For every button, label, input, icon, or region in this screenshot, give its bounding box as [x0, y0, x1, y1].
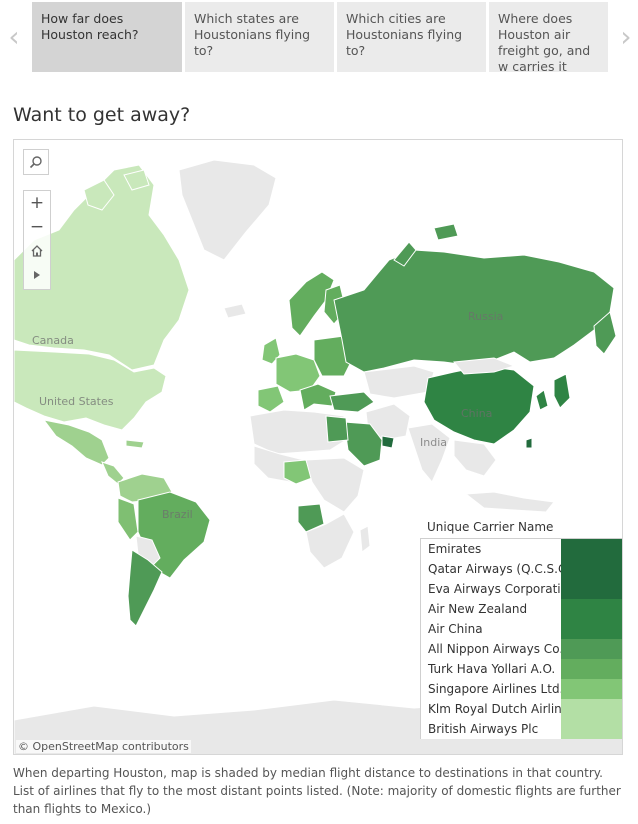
mexico [42, 419, 110, 466]
legend-row[interactable]: Turk Hava Yollari A.O. [421, 659, 622, 679]
legend-carrier-name: Singapore Airlines Ltd. [428, 682, 562, 696]
central-east-africa [305, 457, 365, 513]
canada [14, 164, 190, 371]
legend-carrier-name: All Nippon Airways Co. [428, 642, 562, 656]
egypt [325, 415, 349, 443]
legend-row[interactable]: Singapore Airlines Ltd. [421, 679, 622, 699]
legend-carrier-name: Qatar Airways (Q.C.S.C) [428, 562, 562, 576]
expand-toolbar-button[interactable] [24, 263, 50, 287]
map-search-button[interactable] [23, 149, 49, 175]
saudi-arabia [343, 421, 383, 467]
home-button[interactable] [24, 239, 50, 263]
search-icon [29, 156, 42, 169]
play-icon [34, 271, 40, 279]
legend-table: Emirates Qatar Airways (Q.C.S.C) Eva Airwa… [420, 538, 622, 739]
uae-qatar [381, 435, 395, 449]
taiwan [525, 437, 533, 449]
zoom-out-button[interactable]: − [29, 217, 45, 237]
caribbean [125, 439, 145, 449]
legend-title: Unique Carrier Name [420, 520, 622, 538]
home-icon [31, 245, 43, 257]
russia [333, 249, 615, 373]
turkey [329, 391, 375, 413]
peru-ecuador [117, 497, 139, 541]
legend-color-swatch [561, 659, 622, 679]
next-tab-arrow-icon[interactable]: › [620, 20, 632, 53]
legend-carrier-name: Air China [428, 622, 483, 636]
legend-row[interactable]: Emirates [421, 539, 622, 559]
india [407, 423, 451, 483]
tab-air-freight[interactable]: Where does Houston air freight go, and w… [489, 2, 608, 72]
legend-color-swatch [561, 599, 622, 619]
legend-color-swatch [561, 539, 622, 559]
zoom-in-button[interactable]: + [29, 193, 45, 213]
iberia [257, 385, 285, 413]
label-united-states: United States [39, 395, 114, 408]
iceland [223, 303, 247, 319]
legend-color-swatch [561, 679, 622, 699]
carrier-legend: Unique Carrier Name Emirates Qatar Airway… [420, 520, 622, 739]
legend-row[interactable]: Klm Royal Dutch Airlin.. [421, 699, 622, 719]
canada-islands [83, 169, 150, 211]
legend-carrier-name: British Airways Plc [428, 722, 539, 736]
map-zoom-controls: + − [23, 190, 51, 290]
prev-tab-arrow-icon[interactable]: ‹ [8, 20, 20, 53]
legend-color-swatch [561, 579, 622, 599]
legend-color-swatch [561, 559, 622, 579]
italy-balkans [299, 383, 337, 411]
label-russia: Russia [468, 310, 504, 323]
legend-color-swatch [561, 699, 622, 719]
page-title: Want to get away? [13, 104, 191, 126]
kazakhstan-region [363, 365, 435, 399]
map-attribution[interactable]: © OpenStreetMap contributors [16, 740, 191, 753]
tab-cities[interactable]: Which cities are Houstonians flying to? [337, 2, 486, 72]
nigeria [283, 459, 313, 485]
kamchatka [593, 311, 617, 355]
story-navigation: ‹ How far does Houston reach? Which stat… [0, 0, 638, 76]
legend-row[interactable]: Air China [421, 619, 622, 639]
label-india: India [420, 436, 447, 449]
legend-carrier-name: Klm Royal Dutch Airlin.. [428, 702, 562, 716]
legend-color-swatch [561, 719, 622, 739]
legend-carrier-name: Air New Zealand [428, 602, 528, 616]
southern-africa [305, 513, 355, 569]
united-states [14, 349, 167, 431]
legend-row[interactable]: Qatar Airways (Q.C.S.C) [421, 559, 622, 579]
bolivia-paraguay [135, 535, 161, 567]
western-europe [275, 353, 321, 393]
mongolia [453, 357, 516, 375]
russia-islands [393, 223, 459, 267]
legend-row[interactable]: Air New Zealand [421, 599, 622, 619]
korea-japan [535, 373, 571, 411]
southeast-asia [453, 439, 497, 477]
argentina-chile [127, 549, 163, 627]
label-canada: Canada [32, 334, 74, 347]
tab-states[interactable]: Which states are Houstonians flying to? [185, 2, 334, 72]
legend-carrier-name: Emirates [428, 542, 482, 556]
greenland [178, 159, 277, 261]
label-china: China [461, 407, 493, 420]
legend-color-swatch [561, 619, 622, 639]
legend-carrier-name: Eva Airways Corporati.. [428, 582, 562, 596]
legend-row[interactable]: All Nippon Airways Co. [421, 639, 622, 659]
legend-carrier-name: Turk Hava Yollari A.O. [428, 662, 556, 676]
legend-color-swatch [561, 639, 622, 659]
legend-row[interactable]: Eva Airways Corporati.. [421, 579, 622, 599]
tab-how-far[interactable]: How far does Houston reach? [32, 2, 182, 72]
madagascar [359, 525, 371, 553]
indonesia [464, 491, 555, 513]
caption: When departing Houston, map is shaded by… [13, 766, 621, 816]
label-brazil: Brazil [162, 508, 193, 521]
legend-row[interactable]: British Airways Plc [421, 719, 622, 739]
